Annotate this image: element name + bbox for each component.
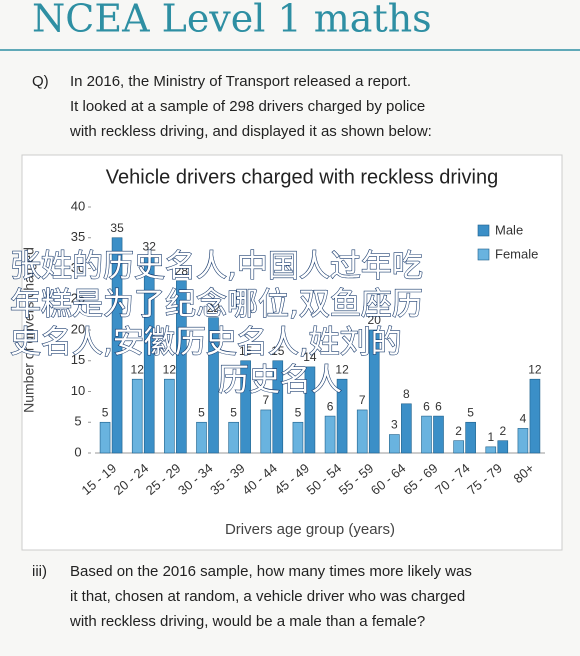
value-label: 28: [175, 264, 189, 278]
bar: [421, 415, 432, 454]
value-label: 1: [487, 430, 494, 444]
question-marker: Q): [32, 73, 49, 90]
part-line: it that, chosen at random, a vehicle dri…: [70, 588, 465, 605]
part-line: with reckless driving, would be a male t…: [69, 613, 425, 630]
y-tick-label: 0: [74, 444, 81, 459]
bar: [497, 440, 509, 454]
bar: [111, 237, 123, 454]
value-label: 2: [499, 424, 506, 438]
y-tick-label: 5: [74, 414, 81, 429]
value-label: 5: [467, 405, 474, 419]
value-label: 14: [303, 350, 317, 364]
part-line: Based on the 2016 sample, how many times…: [70, 563, 472, 580]
value-label: 5: [230, 405, 237, 419]
bar: [356, 409, 368, 454]
value-label: 7: [359, 393, 366, 407]
value-label: 20: [368, 313, 382, 327]
value-label: 5: [102, 405, 109, 419]
y-axis-label: Number of drivers charged: [21, 247, 37, 413]
bar: [485, 446, 497, 454]
bar: [304, 366, 316, 454]
value-label: 12: [131, 362, 145, 376]
y-tick-label: 35: [71, 229, 85, 244]
bar: [228, 421, 239, 454]
y-tick-label: 10: [71, 383, 85, 398]
value-label: 6: [435, 399, 442, 413]
bar: [240, 360, 251, 454]
bar: [433, 415, 444, 454]
bar: [324, 415, 336, 454]
part-marker: iii): [32, 563, 47, 580]
value-label: 12: [335, 362, 349, 376]
bar: [208, 317, 219, 454]
y-tick-label: 30: [71, 260, 85, 275]
y-tick-label: 25: [71, 291, 85, 306]
question-line: It looked at a sample of 298 drivers cha…: [70, 98, 425, 115]
chart-title: Vehicle drivers charged with reckless dr…: [106, 166, 498, 188]
x-axis-label: Drivers age group (years): [225, 521, 395, 538]
value-label: 22: [207, 301, 221, 315]
overlay-text: 年糕是为了纪念哪位,双鱼座历: [10, 287, 423, 323]
y-tick-label: 20: [71, 321, 85, 336]
bar: [389, 434, 400, 454]
value-label: 5: [198, 405, 205, 419]
bar: [368, 329, 380, 454]
bar: [453, 440, 464, 454]
question-line: with reckless driving, and displayed it …: [69, 123, 432, 140]
question-line: In 2016, the Ministry of Transport relea…: [70, 73, 411, 90]
value-label: 32: [143, 239, 157, 253]
value-label: 15: [271, 344, 285, 358]
value-label: 3: [391, 418, 398, 432]
bar: [176, 280, 187, 454]
header-title: NCEA Level 1 maths: [32, 0, 432, 41]
value-label: 15: [239, 344, 253, 358]
value-label: 7: [262, 393, 269, 407]
legend-swatch: [477, 248, 490, 261]
value-label: 4: [520, 412, 527, 426]
bar: [292, 421, 304, 454]
overlay-text: 历史名人: [218, 363, 342, 399]
value-label: 8: [403, 387, 410, 401]
value-label: 12: [528, 362, 542, 376]
bar: [336, 378, 348, 454]
value-label: 6: [423, 399, 430, 413]
legend-swatch: [477, 224, 490, 237]
bar: [131, 378, 143, 454]
bar: [143, 255, 155, 454]
bar: [401, 403, 412, 454]
bar: [260, 409, 272, 454]
y-tick-label: 40: [71, 198, 85, 213]
bar: [517, 428, 529, 454]
value-label: 12: [163, 362, 177, 376]
overlay-text: 张姓的历史名人,中国人过年吃: [10, 249, 423, 285]
bar: [465, 421, 476, 454]
bar: [272, 360, 284, 454]
value-label: 6: [327, 399, 334, 413]
legend-label: Male: [495, 222, 523, 237]
y-tick-label: 15: [71, 352, 85, 367]
value-label: 5: [295, 405, 302, 419]
overlay-text: 史名人,安徽历史名人,姓刘的: [10, 325, 402, 361]
value-label: 35: [110, 221, 124, 235]
bar: [99, 421, 111, 454]
legend-label: Female: [495, 246, 538, 261]
bar: [196, 421, 207, 454]
bar: [529, 378, 541, 454]
bar: [164, 378, 175, 454]
value-label: 2: [455, 424, 462, 438]
